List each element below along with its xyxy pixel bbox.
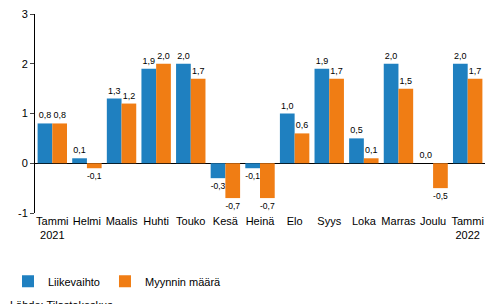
svg-text:2: 2: [22, 58, 28, 70]
svg-text:Elo: Elo: [287, 215, 303, 227]
svg-text:0,0: 0,0: [419, 150, 432, 160]
svg-text:0: 0: [22, 157, 28, 169]
svg-text:0,1: 0,1: [365, 145, 378, 155]
svg-text:Joulu: Joulu: [420, 215, 446, 227]
svg-text:1,7: 1,7: [192, 66, 205, 76]
svg-text:0,8: 0,8: [53, 110, 66, 120]
svg-text:Maalis: Maalis: [106, 215, 138, 227]
svg-text:Touko: Touko: [176, 215, 205, 227]
svg-text:1,9: 1,9: [143, 56, 156, 66]
svg-text:Loka: Loka: [352, 215, 377, 227]
svg-text:Syys: Syys: [317, 215, 341, 227]
svg-text:1,5: 1,5: [400, 76, 413, 86]
svg-text:-0,5: -0,5: [433, 191, 448, 201]
svg-text:-0,7: -0,7: [260, 201, 275, 211]
svg-text:1,2: 1,2: [123, 91, 136, 101]
svg-text:-0,1: -0,1: [87, 171, 102, 181]
svg-text:1,9: 1,9: [316, 56, 329, 66]
svg-text:Helmi: Helmi: [73, 215, 101, 227]
svg-text:Marras: Marras: [381, 215, 416, 227]
svg-text:Myynnin määrä: Myynnin määrä: [145, 276, 221, 288]
svg-text:2,0: 2,0: [454, 51, 467, 61]
svg-text:1,7: 1,7: [330, 66, 343, 76]
svg-text:1,7: 1,7: [469, 66, 482, 76]
svg-text:Huhti: Huhti: [143, 215, 169, 227]
svg-text:Tammi2022: Tammi2022: [451, 215, 483, 241]
svg-text:Lähde: Tilastokeskus: Lähde: Tilastokeskus: [10, 299, 113, 304]
svg-text:2,0: 2,0: [177, 51, 190, 61]
svg-text:2,0: 2,0: [385, 51, 398, 61]
svg-text:0,6: 0,6: [296, 120, 309, 130]
svg-text:Kesä: Kesä: [213, 215, 239, 227]
svg-text:-1: -1: [18, 207, 28, 219]
svg-text:-0,1: -0,1: [245, 171, 260, 181]
svg-text:0,5: 0,5: [350, 125, 363, 135]
svg-text:Liikevaihto: Liikevaihto: [48, 276, 100, 288]
svg-text:3: 3: [22, 8, 28, 20]
svg-text:1: 1: [22, 107, 28, 119]
svg-text:-0,3: -0,3: [211, 181, 226, 191]
svg-text:1,3: 1,3: [108, 86, 121, 96]
svg-text:-0,7: -0,7: [225, 201, 240, 211]
svg-text:Heinä: Heinä: [246, 215, 276, 227]
svg-text:0,1: 0,1: [73, 145, 86, 155]
svg-text:2,0: 2,0: [157, 51, 170, 61]
svg-text:Tammi2021: Tammi2021: [36, 215, 68, 241]
svg-text:0,8: 0,8: [39, 110, 52, 120]
svg-text:1,0: 1,0: [281, 101, 294, 111]
